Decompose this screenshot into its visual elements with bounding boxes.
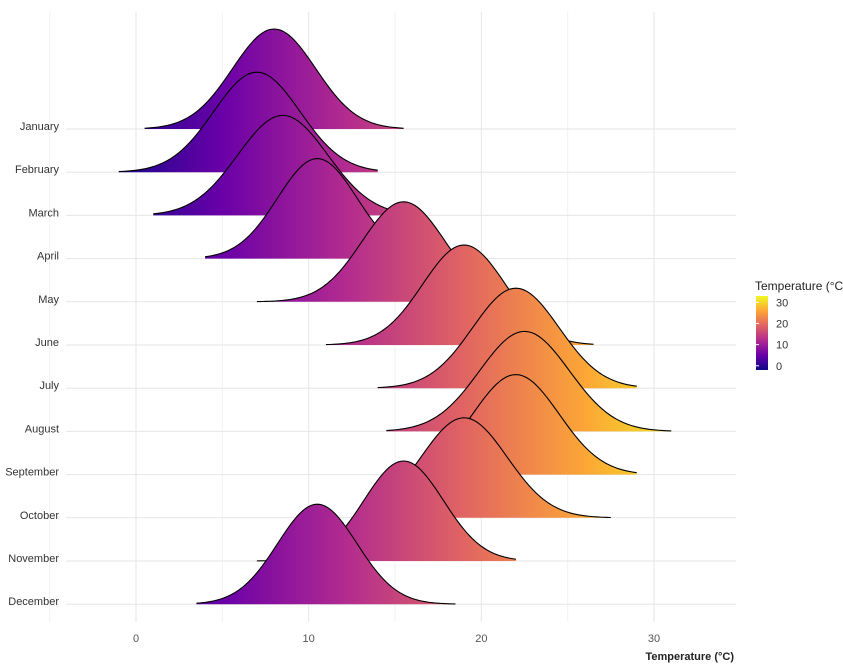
ridge-outline-october (377, 417, 611, 519)
ridge-outline-august (386, 330, 672, 432)
x-tick-label: 10 (303, 633, 315, 645)
x-tick-label: 0 (133, 633, 139, 645)
month-label-november: November (8, 553, 59, 565)
month-label-june: June (35, 337, 59, 349)
x-tick-labels: 0 10 20 30 (133, 633, 660, 645)
month-labels: January February March April May June July Augu… (5, 121, 59, 608)
month-label-february: February (15, 164, 60, 176)
month-label-july: July (39, 380, 59, 392)
ridge-outline-march (153, 114, 404, 215)
ridges (118, 28, 672, 605)
legend-tick-label: 10 (776, 340, 788, 352)
month-label-september: September (5, 467, 59, 479)
month-label-january: January (20, 121, 60, 133)
legend-ticks: 0 10 20 30 (756, 297, 788, 373)
x-tick-label: 20 (475, 633, 487, 645)
ridge-outline-december (196, 503, 456, 605)
month-label-may: May (38, 294, 59, 306)
month-label-december: December (8, 596, 59, 608)
x-axis-title: Temperature (°C) (645, 651, 734, 663)
ridge-outline-february (118, 71, 378, 173)
ridge-fill-november (256, 461, 516, 561)
month-label-august: August (25, 423, 59, 435)
legend-tick-label: 0 (776, 361, 782, 373)
month-label-march: March (28, 207, 59, 219)
legend-title: Temperature (°C) (755, 279, 843, 293)
x-tick-label: 30 (648, 633, 660, 645)
ridge-outline-january (144, 28, 404, 129)
color-legend: Temperature (°C) 0 10 20 30 (755, 279, 843, 373)
month-label-april: April (37, 251, 59, 263)
legend-tick-label: 30 (776, 297, 788, 309)
ridge-outline-july (377, 287, 637, 389)
month-label-october: October (20, 510, 59, 522)
legend-tick-label: 20 (776, 318, 788, 330)
legend-colorbar (756, 296, 768, 370)
ridge-fill-december (196, 504, 456, 605)
ridge-fill-january (144, 29, 404, 129)
